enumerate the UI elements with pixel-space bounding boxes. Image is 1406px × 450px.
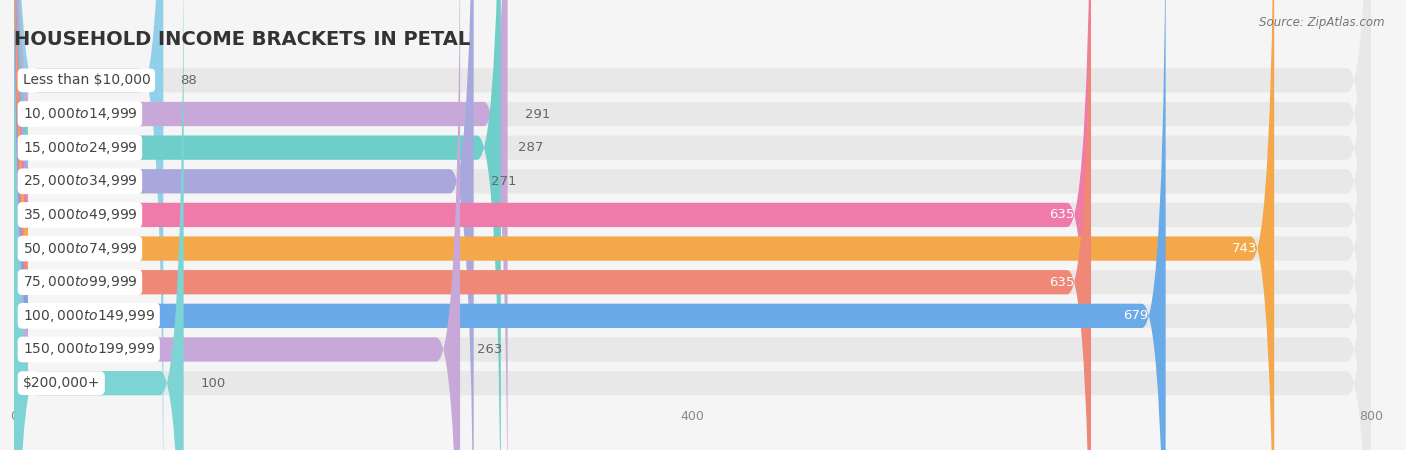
Text: 263: 263	[477, 343, 502, 356]
Text: $50,000 to $74,999: $50,000 to $74,999	[22, 241, 138, 256]
Text: 743: 743	[1232, 242, 1257, 255]
Text: $25,000 to $34,999: $25,000 to $34,999	[22, 173, 138, 189]
Text: 679: 679	[1123, 309, 1149, 322]
Text: Source: ZipAtlas.com: Source: ZipAtlas.com	[1260, 16, 1385, 29]
Text: 291: 291	[524, 108, 550, 121]
FancyBboxPatch shape	[14, 0, 1371, 450]
FancyBboxPatch shape	[14, 0, 1371, 450]
Text: $150,000 to $199,999: $150,000 to $199,999	[22, 342, 155, 357]
Text: 635: 635	[1049, 276, 1074, 289]
Text: 88: 88	[180, 74, 197, 87]
FancyBboxPatch shape	[14, 0, 1371, 450]
Text: Less than $10,000: Less than $10,000	[22, 73, 150, 87]
FancyBboxPatch shape	[14, 0, 163, 450]
Text: 287: 287	[517, 141, 543, 154]
FancyBboxPatch shape	[14, 0, 1371, 450]
Text: $15,000 to $24,999: $15,000 to $24,999	[22, 140, 138, 156]
Text: 635: 635	[1049, 208, 1074, 221]
FancyBboxPatch shape	[14, 0, 1371, 450]
FancyBboxPatch shape	[14, 0, 1371, 450]
FancyBboxPatch shape	[14, 0, 1371, 450]
Text: 100: 100	[201, 377, 226, 390]
FancyBboxPatch shape	[14, 0, 1166, 450]
Text: HOUSEHOLD INCOME BRACKETS IN PETAL: HOUSEHOLD INCOME BRACKETS IN PETAL	[14, 30, 471, 49]
Text: $75,000 to $99,999: $75,000 to $99,999	[22, 274, 138, 290]
FancyBboxPatch shape	[14, 0, 1371, 450]
FancyBboxPatch shape	[14, 0, 460, 450]
FancyBboxPatch shape	[14, 0, 474, 450]
Text: 271: 271	[491, 175, 516, 188]
FancyBboxPatch shape	[14, 0, 184, 450]
Text: $10,000 to $14,999: $10,000 to $14,999	[22, 106, 138, 122]
FancyBboxPatch shape	[14, 0, 1091, 450]
Text: $200,000+: $200,000+	[22, 376, 100, 390]
FancyBboxPatch shape	[14, 0, 508, 450]
FancyBboxPatch shape	[14, 0, 1371, 450]
Text: $35,000 to $49,999: $35,000 to $49,999	[22, 207, 138, 223]
FancyBboxPatch shape	[14, 0, 501, 450]
FancyBboxPatch shape	[14, 0, 1274, 450]
FancyBboxPatch shape	[14, 0, 1371, 450]
FancyBboxPatch shape	[14, 0, 1091, 450]
Text: $100,000 to $149,999: $100,000 to $149,999	[22, 308, 155, 324]
